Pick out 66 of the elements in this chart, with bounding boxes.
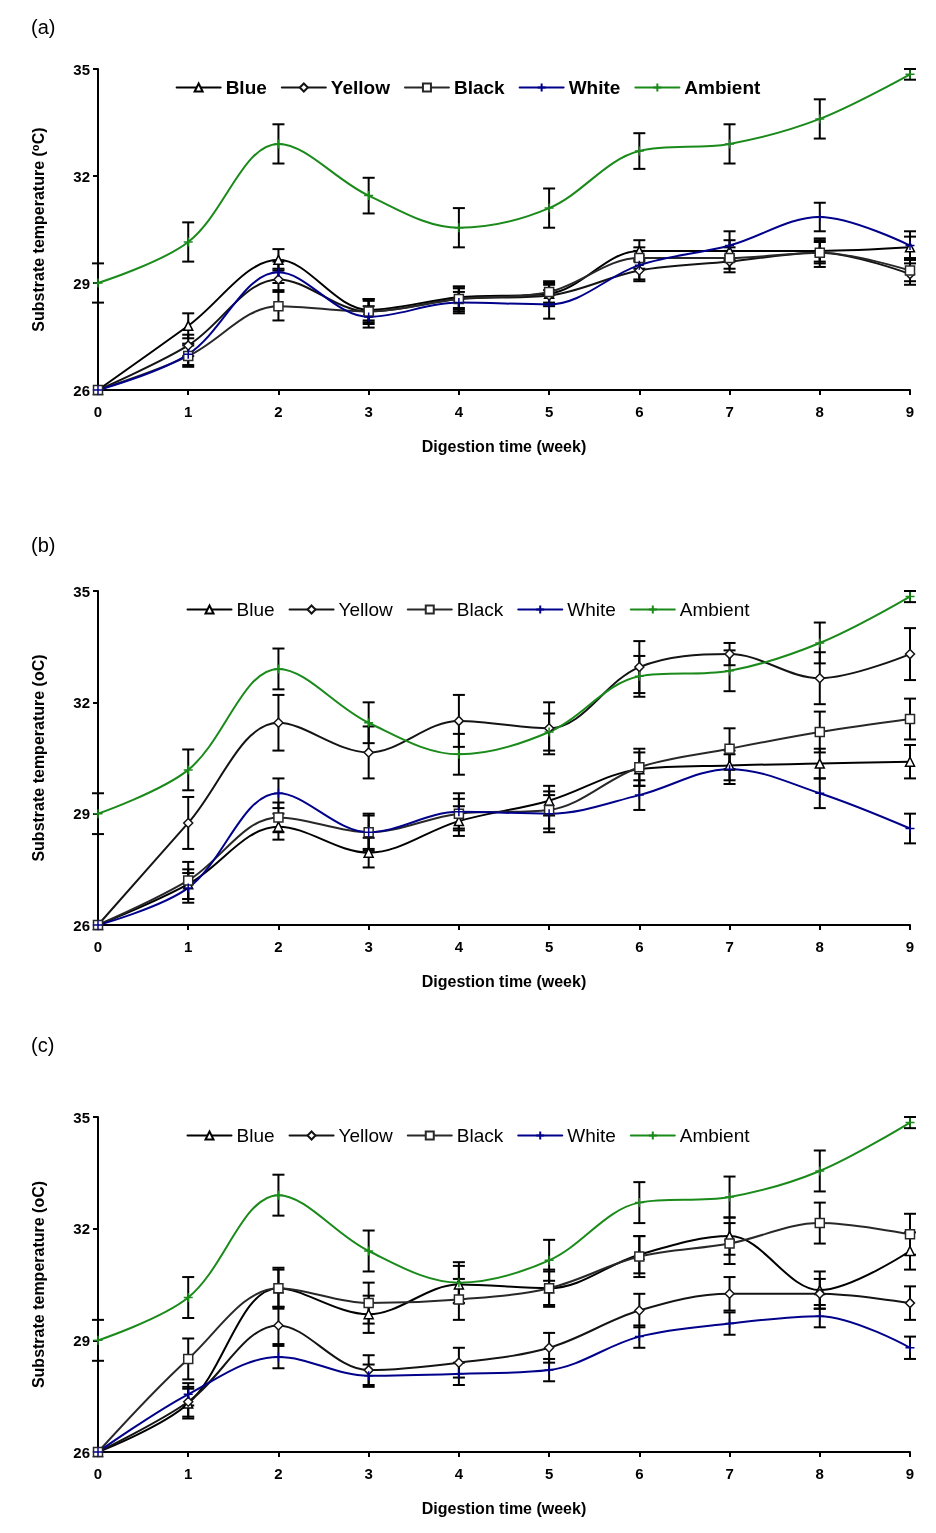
x-tick-label: 4 xyxy=(454,938,464,955)
x-tick-label: 2 xyxy=(274,938,283,955)
x-tick-label: 6 xyxy=(635,938,644,955)
y-axis-title: Substrate temperature (⁰C) xyxy=(29,127,47,332)
legend-label: Black xyxy=(453,77,506,98)
x-tick-label: 5 xyxy=(544,938,554,955)
y-axis-title: Substrate temperature (oC) xyxy=(29,654,47,862)
y-tick-label: 29 xyxy=(73,805,90,823)
y-tick-label: 35 xyxy=(73,582,90,600)
y-tick-label: 29 xyxy=(73,274,90,292)
x-tick-label: 2 xyxy=(274,1465,283,1482)
x-tick-label: 2 xyxy=(274,403,283,420)
x-tick-label: 4 xyxy=(454,1465,464,1482)
x-tick-label: 7 xyxy=(725,938,734,955)
x-tick-label: 4 xyxy=(454,403,464,420)
x-tick-label: 9 xyxy=(905,1465,915,1482)
x-tick-label: 3 xyxy=(364,403,373,420)
legend-label: Yellow xyxy=(330,77,391,98)
x-axis-title: Digestion time (week) xyxy=(421,437,587,455)
y-tick-label: 26 xyxy=(73,916,90,934)
legend-label: Yellow xyxy=(338,599,394,620)
x-tick-label: 8 xyxy=(815,938,824,955)
y-tick-label: 32 xyxy=(73,693,90,711)
legend-label: Ambient xyxy=(679,1125,751,1146)
legend-label: Black xyxy=(456,599,504,620)
x-tick-label: 7 xyxy=(725,1465,734,1482)
legend-label: Ambient xyxy=(684,77,762,98)
x-tick-label: 1 xyxy=(184,938,193,955)
y-axis-title: Substrate temperature (oC) xyxy=(29,1180,47,1389)
chart-title: (c) xyxy=(31,1034,55,1056)
legend-label: Blue xyxy=(236,1125,275,1146)
legend-label: Blue xyxy=(236,599,275,620)
x-tick-label: 6 xyxy=(635,1465,644,1482)
x-tick-label: 3 xyxy=(364,1465,373,1482)
y-tick-label: 35 xyxy=(73,1108,90,1126)
chart-title: (b) xyxy=(31,534,56,556)
x-tick-label: 0 xyxy=(93,938,103,955)
x-axis-title: Digestion time (week) xyxy=(421,1499,587,1517)
x-tick-label: 7 xyxy=(725,403,734,420)
y-tick-label: 29 xyxy=(73,1331,90,1349)
x-tick-label: 5 xyxy=(544,1465,554,1482)
x-tick-label: 0 xyxy=(93,403,103,420)
x-tick-label: 1 xyxy=(184,1465,193,1482)
legend-label: Yellow xyxy=(338,1125,394,1146)
y-tick-label: 32 xyxy=(73,1220,90,1238)
legend-label: White xyxy=(567,1125,616,1146)
x-tick-label: 8 xyxy=(815,1465,824,1482)
chart-title: (a) xyxy=(31,16,56,38)
x-tick-label: 3 xyxy=(364,938,373,955)
x-tick-label: 8 xyxy=(815,403,824,420)
y-tick-label: 35 xyxy=(73,60,90,78)
x-tick-label: 9 xyxy=(905,403,915,420)
x-tick-label: 6 xyxy=(635,403,644,420)
legend-label: Black xyxy=(456,1125,504,1146)
legend-label: Ambient xyxy=(679,599,751,620)
x-tick-label: 1 xyxy=(184,403,193,420)
legend-label: White xyxy=(567,599,616,620)
legend-label: White xyxy=(568,77,621,98)
y-tick-label: 26 xyxy=(73,1443,90,1461)
y-tick-label: 26 xyxy=(73,381,90,399)
y-tick-label: 32 xyxy=(73,167,90,185)
x-tick-label: 5 xyxy=(544,403,554,420)
x-axis-title: Digestion time (week) xyxy=(421,972,587,990)
x-tick-label: 0 xyxy=(93,1465,103,1482)
x-tick-label: 9 xyxy=(905,938,915,955)
legend-label: Blue xyxy=(225,77,267,98)
